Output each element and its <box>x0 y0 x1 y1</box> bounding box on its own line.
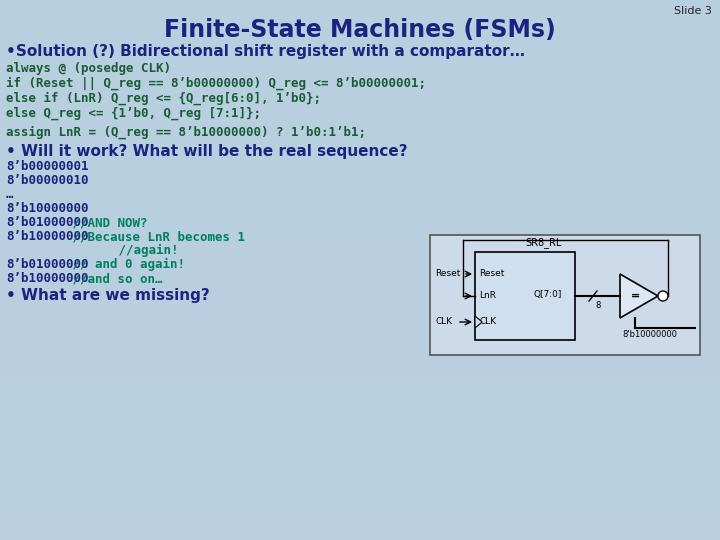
Text: LnR: LnR <box>479 291 496 300</box>
Text: //again!: //again! <box>6 244 179 257</box>
Text: 8’b00000010: 8’b00000010 <box>6 174 89 187</box>
Bar <box>0 54 720 81</box>
Text: else Q_reg <= {1’b0, Q_reg [7:1]};: else Q_reg <= {1’b0, Q_reg [7:1]}; <box>6 107 261 120</box>
Text: •Solution (?) Bidirectional shift register with a comparator…: •Solution (?) Bidirectional shift regist… <box>6 44 525 59</box>
Text: CLK: CLK <box>435 316 452 326</box>
Bar <box>0 162 720 189</box>
Text: • What are we missing?: • What are we missing? <box>6 288 210 303</box>
Text: //Because LnR becomes 1: //Because LnR becomes 1 <box>66 230 246 243</box>
Text: Slide 3: Slide 3 <box>674 6 712 16</box>
Bar <box>0 324 720 351</box>
Text: • Will it work? What will be the real sequence?: • Will it work? What will be the real se… <box>6 144 408 159</box>
Bar <box>0 378 720 405</box>
Bar <box>0 486 720 513</box>
Bar <box>0 189 720 216</box>
Text: Reset: Reset <box>479 268 505 278</box>
Bar <box>475 252 575 340</box>
Text: Reset: Reset <box>435 268 460 278</box>
Bar <box>0 459 720 486</box>
Circle shape <box>658 291 668 301</box>
Text: Q[7:0]: Q[7:0] <box>533 291 562 300</box>
Bar <box>0 270 720 297</box>
Bar <box>0 432 720 459</box>
Bar <box>0 27 720 54</box>
Polygon shape <box>475 316 482 328</box>
Bar <box>0 216 720 243</box>
Text: …: … <box>6 188 14 201</box>
Text: SR8_RL: SR8_RL <box>525 237 562 248</box>
Text: 8’b10000000: 8’b10000000 <box>6 272 89 285</box>
Polygon shape <box>620 274 658 318</box>
Text: CLK: CLK <box>479 316 496 326</box>
Text: 8’b10000000: 8’b10000000 <box>6 230 89 243</box>
Bar <box>0 81 720 108</box>
Text: =: = <box>631 291 641 301</box>
Text: 8’b00000001: 8’b00000001 <box>6 160 89 173</box>
Bar <box>430 235 700 355</box>
Text: else if (LnR) Q_reg <= {Q_reg[6:0], 1’b0};: else if (LnR) Q_reg <= {Q_reg[6:0], 1’b0… <box>6 92 321 105</box>
Bar <box>0 243 720 270</box>
Bar <box>0 0 720 27</box>
Bar <box>0 297 720 324</box>
Text: if (Reset || Q_reg == 8’b00000000) Q_reg <= 8’b00000001;: if (Reset || Q_reg == 8’b00000000) Q_reg… <box>6 77 426 90</box>
Bar <box>0 108 720 135</box>
Bar <box>0 513 720 540</box>
Bar <box>0 405 720 432</box>
Text: Finite-State Machines (FSMs): Finite-State Machines (FSMs) <box>164 18 556 42</box>
Bar <box>0 135 720 162</box>
Bar <box>0 351 720 378</box>
Text: always @ (posedge CLK): always @ (posedge CLK) <box>6 62 171 75</box>
Text: assign LnR = (Q_reg == 8’b10000000) ? 1’b0:1’b1;: assign LnR = (Q_reg == 8’b10000000) ? 1’… <box>6 126 366 139</box>
Text: 8’b10000000: 8’b10000000 <box>6 202 89 215</box>
Text: 8'b10000000: 8'b10000000 <box>622 330 677 339</box>
Text: 8’b01000000: 8’b01000000 <box>6 258 89 271</box>
Text: 8: 8 <box>595 301 600 310</box>
Text: //and so on…: //and so on… <box>66 272 163 285</box>
Text: 8’b01000000: 8’b01000000 <box>6 216 89 229</box>
Text: //AND NOW?: //AND NOW? <box>66 216 148 229</box>
Text: // and 0 again!: // and 0 again! <box>66 258 186 271</box>
